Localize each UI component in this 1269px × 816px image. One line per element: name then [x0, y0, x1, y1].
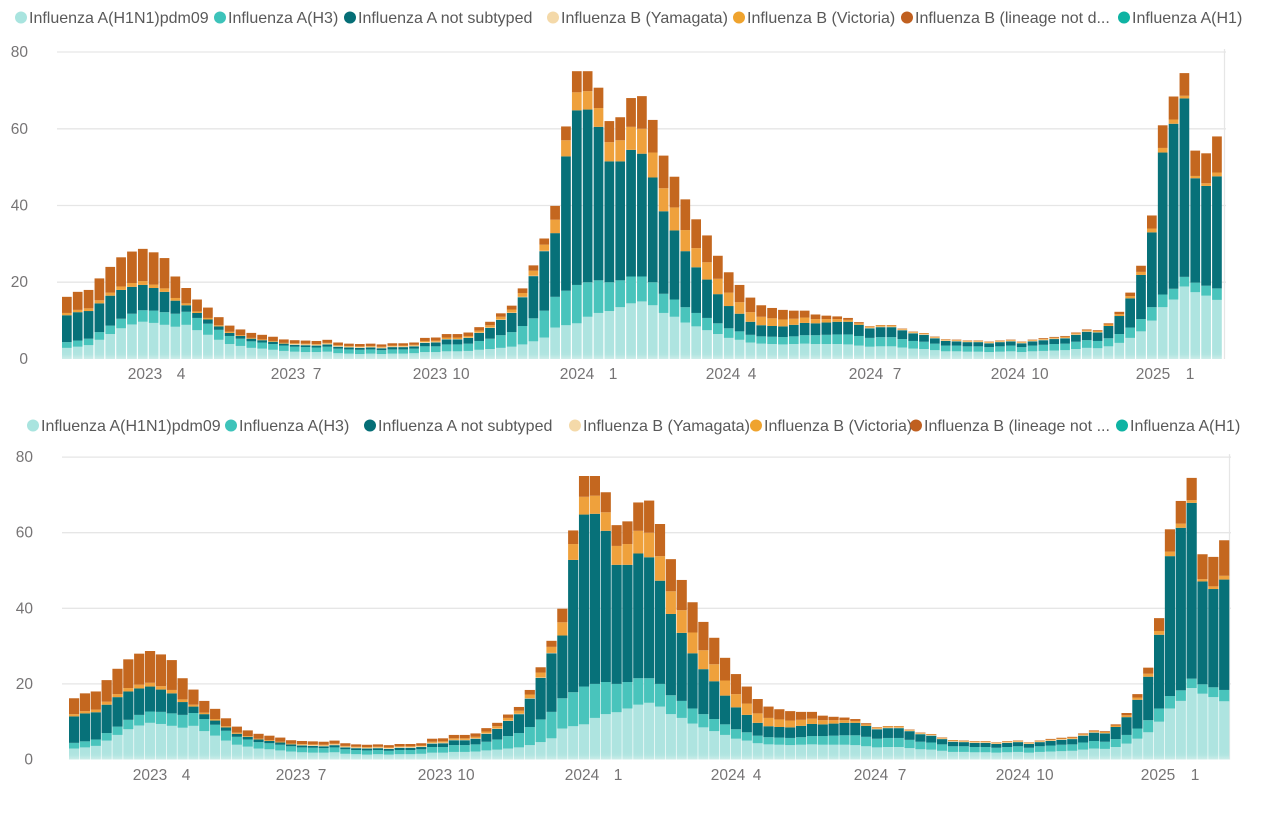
svg-text:80: 80: [16, 449, 34, 466]
svg-text:20: 20: [11, 274, 29, 291]
svg-text:Influenza B (Victoria): Influenza B (Victoria): [764, 418, 912, 435]
svg-text:Influenza B (Victoria): Influenza B (Victoria): [747, 10, 895, 27]
svg-text:2025: 2025: [1141, 767, 1175, 784]
svg-text:4: 4: [182, 767, 191, 784]
svg-text:2023: 2023: [128, 366, 162, 383]
svg-text:2023: 2023: [418, 767, 452, 784]
svg-text:10: 10: [452, 366, 470, 383]
svg-text:1: 1: [1191, 767, 1200, 784]
svg-text:1: 1: [614, 767, 623, 784]
svg-text:Influenza A(H1N1)pdm09: Influenza A(H1N1)pdm09: [41, 418, 221, 435]
svg-text:2024: 2024: [565, 767, 600, 784]
svg-text:Influenza A(H3): Influenza A(H3): [228, 10, 338, 27]
svg-text:2023: 2023: [276, 767, 310, 784]
svg-text:1: 1: [609, 366, 618, 383]
svg-text:Influenza B (lineage not ...: Influenza B (lineage not ...: [924, 418, 1110, 435]
svg-text:2024: 2024: [706, 366, 741, 383]
svg-text:Influenza A(H1): Influenza A(H1): [1130, 418, 1240, 435]
svg-text:2024: 2024: [996, 767, 1031, 784]
svg-text:10: 10: [457, 767, 475, 784]
svg-text:7: 7: [893, 366, 902, 383]
svg-text:7: 7: [318, 767, 327, 784]
svg-text:2023: 2023: [413, 366, 447, 383]
svg-text:2023: 2023: [271, 366, 305, 383]
svg-text:Influenza A(H3): Influenza A(H3): [239, 418, 349, 435]
svg-text:4: 4: [753, 767, 762, 784]
svg-text:Influenza A not subtyped: Influenza A not subtyped: [358, 10, 532, 27]
svg-text:20: 20: [16, 676, 34, 693]
svg-text:10: 10: [1031, 366, 1049, 383]
svg-text:1: 1: [1186, 366, 1195, 383]
svg-text:0: 0: [19, 351, 28, 368]
svg-text:7: 7: [898, 767, 907, 784]
svg-text:Influenza A not subtyped: Influenza A not subtyped: [378, 418, 552, 435]
svg-text:80: 80: [11, 44, 29, 61]
svg-text:4: 4: [177, 366, 186, 383]
svg-text:60: 60: [16, 525, 34, 542]
svg-text:Influenza A(H1): Influenza A(H1): [1132, 10, 1242, 27]
svg-text:Influenza A(H1N1)pdm09: Influenza A(H1N1)pdm09: [29, 10, 209, 27]
svg-text:4: 4: [748, 366, 757, 383]
svg-text:10: 10: [1036, 767, 1054, 784]
svg-text:40: 40: [11, 198, 29, 215]
svg-text:Influenza B (Yamagata): Influenza B (Yamagata): [561, 10, 728, 27]
svg-text:2024: 2024: [711, 767, 746, 784]
svg-text:Influenza B (Yamagata): Influenza B (Yamagata): [583, 418, 750, 435]
svg-text:2023: 2023: [133, 767, 167, 784]
svg-text:0: 0: [24, 752, 33, 769]
svg-text:Influenza B (lineage not d...: Influenza B (lineage not d...: [915, 10, 1110, 27]
svg-text:2024: 2024: [560, 366, 595, 383]
svg-text:2024: 2024: [991, 366, 1026, 383]
svg-text:60: 60: [11, 121, 29, 138]
svg-text:2025: 2025: [1136, 366, 1170, 383]
svg-text:2024: 2024: [854, 767, 889, 784]
svg-text:7: 7: [313, 366, 322, 383]
svg-text:2024: 2024: [849, 366, 884, 383]
svg-text:40: 40: [16, 600, 34, 617]
